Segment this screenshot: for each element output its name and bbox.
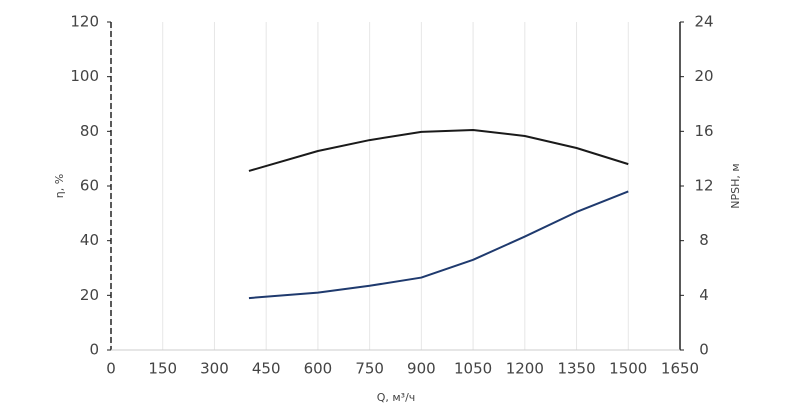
y2-tick-label: 8	[699, 231, 709, 249]
y-tick-label: 100	[70, 67, 99, 85]
y-axis-title: η, %	[53, 174, 66, 198]
y2-tick-label: 12	[694, 177, 713, 195]
y-tick-label: 60	[80, 177, 99, 195]
x-tick-label: 1050	[454, 360, 492, 378]
x-axis-title: Q, м³/ч	[377, 391, 416, 404]
y-tick-label: 20	[80, 286, 99, 304]
x-tick-label: 1200	[506, 360, 544, 378]
series-line	[248, 190, 629, 300]
y-tick-label: 40	[80, 231, 99, 249]
x-tick-label: 1500	[609, 360, 647, 378]
x-tick-label: 900	[407, 360, 436, 378]
y2-tick-label: 20	[694, 67, 713, 85]
y-tick-label: 80	[80, 122, 99, 140]
y-tick-label: 120	[70, 13, 99, 31]
x-tick-label: 750	[355, 360, 384, 378]
y2-tick-label: 0	[699, 341, 709, 359]
y2-tick-label: 4	[699, 286, 709, 304]
x-tick-label: 450	[252, 360, 281, 378]
y2-tick-label: 24	[694, 13, 713, 31]
y2-tick-label: 16	[694, 122, 713, 140]
series-line	[248, 128, 629, 172]
y-tick-label: 0	[89, 341, 99, 359]
x-tick-label: 1350	[557, 360, 595, 378]
x-tick-label: 300	[200, 360, 229, 378]
x-tick-label: 0	[106, 360, 116, 378]
x-tick-label: 150	[148, 360, 177, 378]
y2-axis-title: NPSH, м	[729, 163, 742, 208]
x-tick-label: 1650	[661, 360, 699, 378]
x-tick-label: 600	[304, 360, 333, 378]
